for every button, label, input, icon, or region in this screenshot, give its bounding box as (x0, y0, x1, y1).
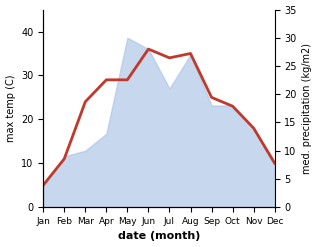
X-axis label: date (month): date (month) (118, 231, 200, 242)
Y-axis label: max temp (C): max temp (C) (5, 75, 16, 142)
Y-axis label: med. precipitation (kg/m2): med. precipitation (kg/m2) (302, 43, 313, 174)
